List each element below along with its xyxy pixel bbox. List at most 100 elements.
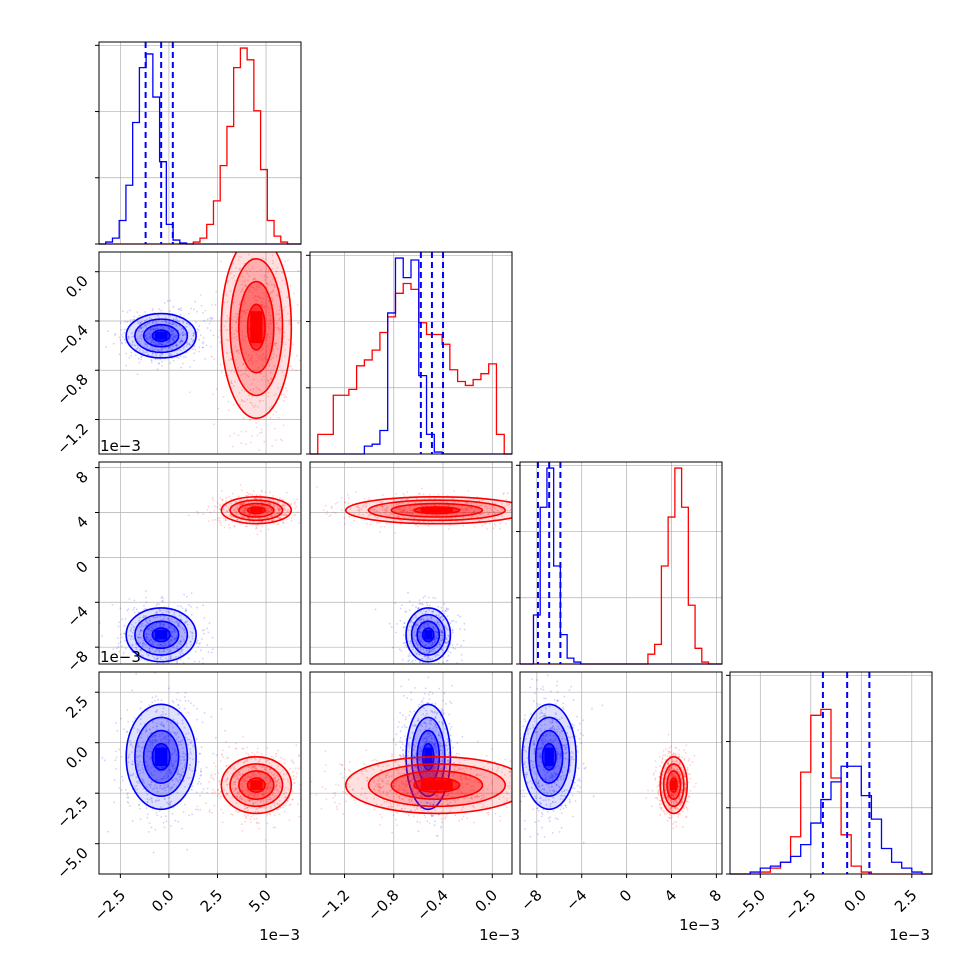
scatter-point — [282, 522, 285, 525]
scatter-point — [176, 621, 178, 624]
scatter-point — [233, 432, 236, 435]
scatter-point — [460, 644, 462, 647]
scatter-point — [409, 640, 412, 642]
scatter-point — [197, 783, 199, 785]
scatter-point — [403, 509, 406, 511]
scatter-point — [168, 644, 171, 647]
scatter-point — [452, 647, 454, 649]
scatter-point — [471, 515, 474, 517]
scatter-point — [236, 507, 239, 510]
scatter-point — [424, 595, 426, 597]
scatter-point — [243, 390, 246, 393]
scatter-point — [140, 333, 143, 336]
scatter-point — [156, 368, 159, 371]
scatter-point — [262, 375, 265, 378]
scatter-point — [127, 720, 129, 723]
scatter-point — [413, 640, 416, 643]
scatter-point — [341, 509, 343, 512]
scatter-point — [235, 321, 238, 323]
scatter-point — [468, 509, 470, 512]
scatter-point — [196, 707, 198, 710]
scatter-point — [162, 623, 165, 626]
scatter-point — [246, 374, 249, 377]
scatter-point — [208, 322, 211, 325]
scatter-point — [433, 637, 436, 640]
scatter-point — [436, 631, 439, 634]
scatter-point — [259, 530, 262, 533]
scatter-point — [125, 352, 127, 355]
scatter-point — [270, 519, 273, 522]
scatter-point — [241, 288, 244, 290]
scatter-point — [421, 602, 423, 605]
scatter-point — [163, 650, 166, 653]
scatter-point — [173, 613, 175, 616]
scatter-point — [379, 512, 382, 515]
scatter-point — [152, 617, 155, 619]
scatter-point — [210, 355, 213, 358]
scatter-point — [358, 507, 361, 510]
scatter-point — [148, 628, 151, 630]
scatter-point — [141, 629, 143, 632]
scatter-point — [213, 423, 216, 426]
scatter-point — [493, 513, 496, 516]
scatter-point — [140, 320, 143, 323]
scatter-point — [442, 638, 445, 640]
scatter-point — [421, 666, 423, 668]
scatter-point — [148, 336, 151, 339]
scatter-point — [414, 624, 417, 626]
scatter-point — [234, 747, 237, 750]
scatter-point — [126, 794, 129, 796]
scatter-point — [241, 400, 244, 402]
scatter-point — [123, 639, 126, 642]
scatter-point — [245, 367, 248, 369]
scatter-point — [170, 640, 173, 642]
scatter-point — [236, 329, 239, 332]
scatter-point — [207, 651, 210, 654]
scatter-point — [136, 337, 139, 340]
scatter-point — [182, 320, 185, 323]
scatter-point — [347, 497, 350, 499]
scatter-point — [151, 801, 154, 804]
scatter-point — [247, 493, 250, 495]
scatter-point — [186, 322, 188, 324]
scatter-point — [175, 324, 177, 327]
scatter-point — [175, 344, 178, 347]
scatter-point — [415, 642, 418, 644]
scatter-point — [229, 357, 232, 360]
scatter-point — [240, 507, 243, 510]
scatter-point — [489, 507, 491, 510]
scatter-point — [439, 517, 441, 520]
scatter-point — [138, 659, 141, 661]
scatter-point — [145, 615, 148, 617]
scatter-point — [382, 508, 384, 511]
scatter-point — [143, 604, 145, 607]
scatter-point — [251, 362, 254, 365]
scatter-point — [266, 295, 269, 298]
scatter-point — [389, 512, 392, 514]
scatter-point — [418, 619, 421, 622]
scatter-point — [180, 643, 182, 646]
scatter-point — [258, 497, 261, 500]
scatter-point — [130, 627, 133, 629]
scatter-point — [418, 661, 421, 664]
scatter-point — [380, 505, 383, 508]
scatter-point — [262, 505, 264, 508]
scatter-point — [226, 315, 229, 317]
scatter-point — [219, 503, 222, 506]
scatter-point — [284, 349, 286, 352]
scatter-point — [152, 308, 154, 310]
scatter-point — [158, 362, 160, 365]
scatter-point — [271, 508, 273, 511]
scatter-point — [390, 513, 393, 515]
panel-frame-pair-1 — [98, 461, 302, 665]
scatter-point — [482, 512, 485, 515]
scatter-point — [418, 599, 421, 601]
scatter-point — [322, 509, 325, 511]
scatter-point — [152, 348, 155, 351]
scatter-point — [293, 503, 296, 505]
scatter-point — [481, 499, 483, 502]
scatter-point — [236, 318, 238, 321]
scatter-point — [419, 665, 421, 667]
scatter-point — [202, 342, 204, 345]
scatter-point — [415, 606, 417, 609]
